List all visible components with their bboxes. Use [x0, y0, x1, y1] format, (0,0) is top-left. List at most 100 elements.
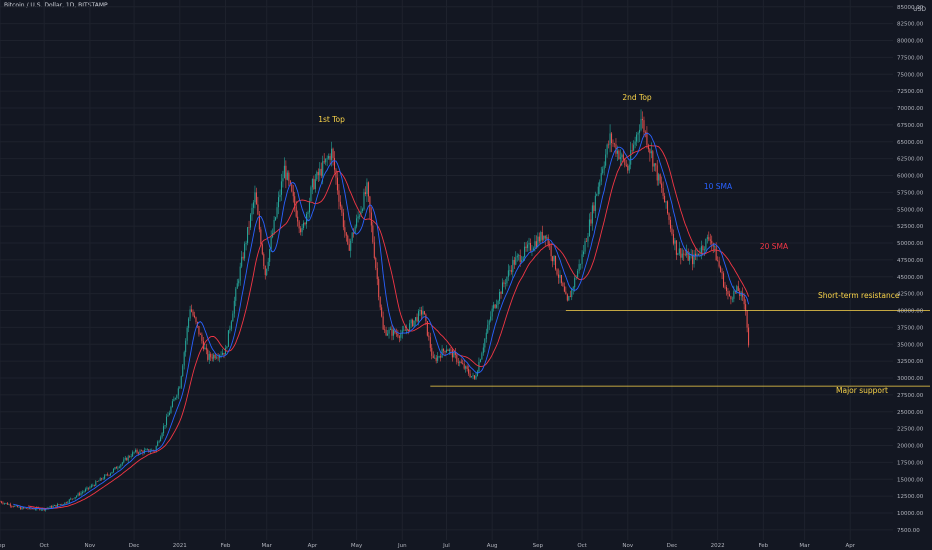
label-major-support: Major support [836, 386, 888, 395]
candle-body [740, 292, 742, 296]
candle-body [725, 287, 727, 291]
y-tick-label: 20000.00 [897, 444, 924, 450]
candle-body [319, 168, 321, 176]
candle-body [475, 375, 477, 379]
candle-body [121, 462, 123, 465]
candle-body [61, 504, 63, 505]
candle-body [538, 236, 540, 242]
candle-body [671, 228, 673, 235]
candle-body [322, 161, 324, 176]
candle-body [257, 204, 259, 215]
candle-body [485, 332, 487, 340]
candle-body [291, 184, 293, 192]
candle-body [232, 313, 234, 322]
candle-body [73, 498, 75, 500]
candle-body [553, 255, 555, 262]
candle-body [239, 266, 241, 281]
candle-body [631, 150, 633, 151]
candle-body [105, 474, 107, 476]
y-tick-label: 22500.00 [897, 427, 924, 433]
candle-body [8, 504, 10, 505]
candle-body [308, 201, 310, 213]
candle-body [580, 263, 582, 265]
candle-body [333, 157, 336, 170]
candle-body [379, 297, 381, 308]
candle-body [563, 286, 565, 292]
candle-body [292, 191, 294, 197]
candle-body [255, 192, 257, 205]
y-tick-label: 80000.00 [897, 39, 924, 45]
candle-body [434, 357, 436, 359]
candle-body [14, 505, 16, 507]
candle-body [655, 163, 657, 166]
candle-body [476, 371, 478, 376]
candle-body [605, 154, 607, 166]
candle-body [410, 319, 412, 324]
candle-body [336, 177, 338, 191]
candle-body [213, 354, 215, 359]
candle-body [344, 227, 346, 233]
candle-body [294, 196, 296, 207]
x-tick-label: Dec [129, 543, 140, 549]
candle-body [164, 425, 166, 427]
candle-body [83, 491, 85, 493]
candle-body [127, 456, 129, 461]
candle-body [718, 261, 720, 267]
candle-body [188, 318, 190, 328]
candle-body [459, 361, 461, 363]
candle-body [689, 255, 691, 261]
candle-body [581, 254, 583, 264]
candle-body [656, 165, 658, 181]
candle-body [661, 183, 663, 188]
candle-body [506, 276, 508, 284]
candle-body [419, 310, 421, 312]
candle-body [588, 219, 590, 237]
candle-body [372, 225, 374, 243]
candle-body [102, 478, 104, 480]
candle-body [363, 192, 365, 210]
time-axis[interactable]: Sep Oct Nov Dec 2021 Feb Mar Apr May Jun Jul Aug Sep… [0, 543, 856, 549]
x-tick-label: Dec [667, 543, 678, 549]
candle-body [600, 173, 602, 182]
candle-body [157, 441, 159, 447]
candle-body [108, 474, 110, 476]
candle-body [192, 311, 194, 316]
candle-body [2, 502, 4, 504]
candle-body [462, 363, 464, 364]
candle-body [695, 253, 697, 256]
candle-body [577, 270, 579, 278]
candle-body [624, 159, 626, 165]
candle-body [177, 388, 179, 396]
y-tick-label: 67500.00 [897, 123, 924, 129]
candle-body [101, 478, 103, 480]
candle-body [80, 492, 82, 495]
x-tick-label: Sep [0, 543, 6, 549]
y-tick-label: 75000.00 [897, 72, 924, 78]
candle-body [52, 505, 54, 508]
x-tick-label: Jul [442, 543, 450, 549]
candle-body [366, 182, 368, 195]
candle-body [332, 148, 334, 158]
candle-body [636, 134, 638, 142]
candle-body [364, 192, 366, 195]
candle-body [39, 508, 41, 511]
candle-body [681, 253, 683, 258]
candle-body [384, 329, 386, 331]
candle-body [385, 329, 387, 336]
candle-body [220, 354, 222, 356]
candle-body [702, 246, 704, 251]
candle-body [652, 151, 654, 167]
candle-body [17, 505, 19, 508]
candle-body [597, 186, 599, 195]
candle-body [473, 375, 476, 379]
candle-body [345, 232, 347, 236]
price-axis[interactable]: 7500.00 10000.00 12500.00 15000.00 17500.00 2… [897, 5, 924, 534]
candle-body [745, 304, 747, 311]
candle-body [667, 201, 669, 214]
candle-body [472, 375, 474, 377]
candle-body [448, 349, 450, 351]
candle-body [95, 481, 97, 486]
candle-body [264, 265, 266, 276]
candle-body [575, 277, 577, 279]
